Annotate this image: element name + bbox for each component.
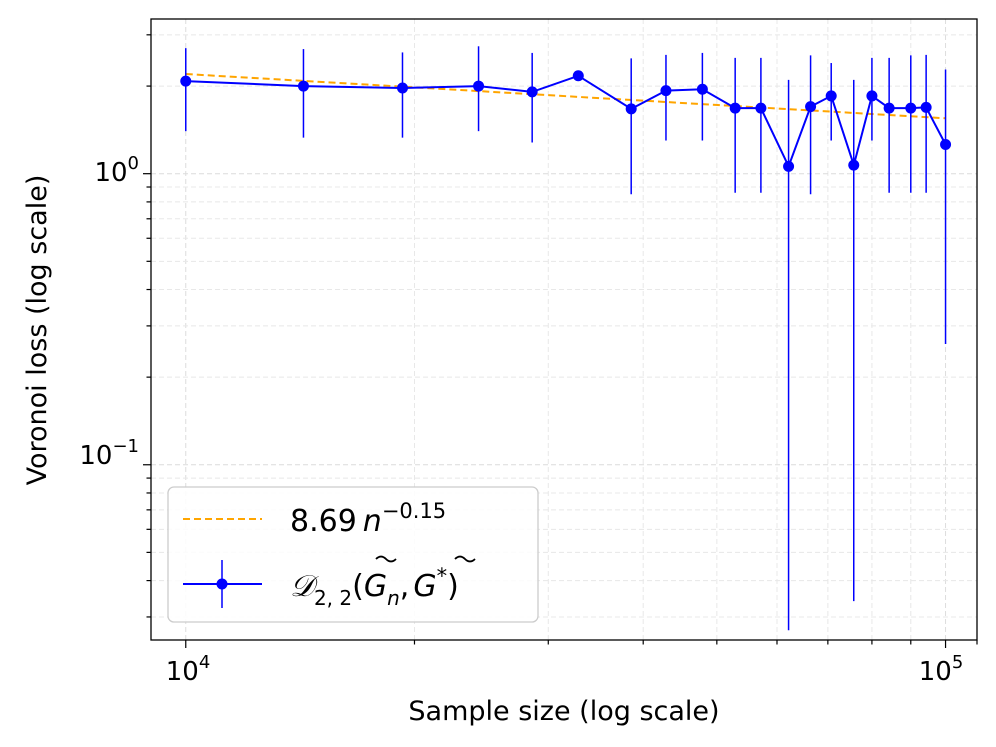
fit-layer (185, 73, 946, 120)
data-point (848, 159, 860, 171)
data-point (883, 102, 895, 114)
y-tick-label-1e0: 100 (94, 153, 139, 188)
data-point (572, 70, 584, 82)
data-point (866, 90, 878, 102)
point-layer (180, 70, 952, 172)
data-point (625, 103, 637, 115)
y-tick-label-1e-1: 10−1 (79, 436, 139, 471)
legend-fit-label: 8.69 n−0.15 (290, 499, 446, 539)
data-point (473, 80, 485, 92)
legend-tilde-g1 (375, 555, 397, 563)
data-point (180, 75, 192, 87)
axis-ticks (143, 34, 978, 648)
legend-series-label: 𝒟2, 2(Gn, G*) (290, 564, 459, 610)
x-tick-label-1e4: 104 (166, 652, 211, 687)
legend-box (167, 486, 539, 623)
data-point (755, 102, 767, 114)
data-point (783, 160, 795, 172)
data-point (805, 101, 817, 113)
data-point (297, 80, 309, 92)
data-point (660, 85, 672, 97)
y-axis-label: Voronoi loss (log scale) (22, 175, 53, 486)
x-tick-label-1e5: 105 (919, 652, 964, 687)
data-point (920, 101, 932, 113)
data-point (526, 86, 538, 98)
data-point (696, 83, 708, 95)
x-axis-label: Sample size (log scale) (408, 696, 719, 727)
legend-tilde-g2 (454, 555, 476, 563)
fit-line (185, 73, 946, 120)
data-point (825, 90, 837, 102)
data-point (940, 138, 952, 150)
plot-frame (150, 18, 978, 641)
legend-series-marker (216, 578, 228, 590)
data-point (905, 102, 917, 114)
data-point (396, 82, 408, 94)
legend: 8.69 n−0.15 𝒟2, 2(Gn, G*) (167, 486, 539, 623)
data-point (729, 102, 741, 114)
